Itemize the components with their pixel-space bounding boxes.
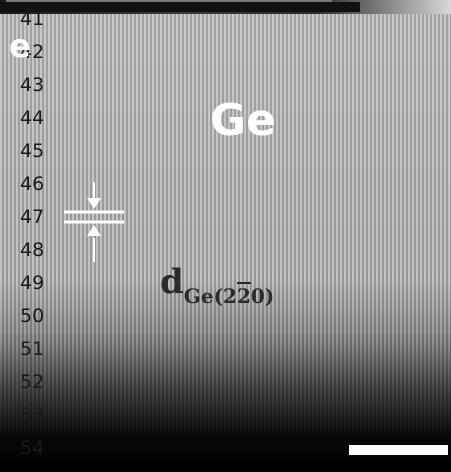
spacing-symbol: d	[160, 262, 184, 302]
top-border-line	[6, 0, 332, 2]
line-number: 48	[20, 239, 45, 261]
arrow-down-icon	[87, 198, 101, 209]
line-number: 50	[20, 305, 45, 327]
spacing-subscript-suffix: 0)	[250, 284, 275, 308]
line-number: 43	[20, 74, 45, 96]
line-number: 42	[20, 41, 45, 63]
panel-letter: e	[9, 27, 31, 65]
lattice-image	[0, 14, 451, 472]
line-number: 45	[20, 140, 45, 162]
line-number: 52	[20, 371, 45, 393]
lattice-spacing-label: dGe(220)	[160, 262, 274, 316]
scale-bar	[349, 445, 448, 455]
material-label: Ge	[210, 95, 276, 146]
spacing-subscript: Ge(220)	[184, 284, 275, 308]
spacing-subscript-prefix: Ge(2	[183, 284, 237, 308]
bottom-edge	[0, 462, 451, 472]
line-number: 44	[20, 107, 45, 129]
line-number: 41	[20, 8, 45, 30]
arrow-up-icon	[87, 225, 101, 236]
lattice-spacing-marker	[64, 182, 124, 262]
spacing-subscript-bar-digit: 2	[236, 284, 251, 308]
lattice-haze	[0, 14, 451, 334]
line-number: 46	[20, 173, 45, 195]
line-number: 49	[20, 272, 45, 294]
line-number: 47	[20, 206, 45, 228]
line-number: 51	[20, 338, 45, 360]
line-number: 53	[20, 404, 45, 426]
top-dark-band	[0, 2, 360, 12]
line-number: 54	[20, 437, 45, 459]
